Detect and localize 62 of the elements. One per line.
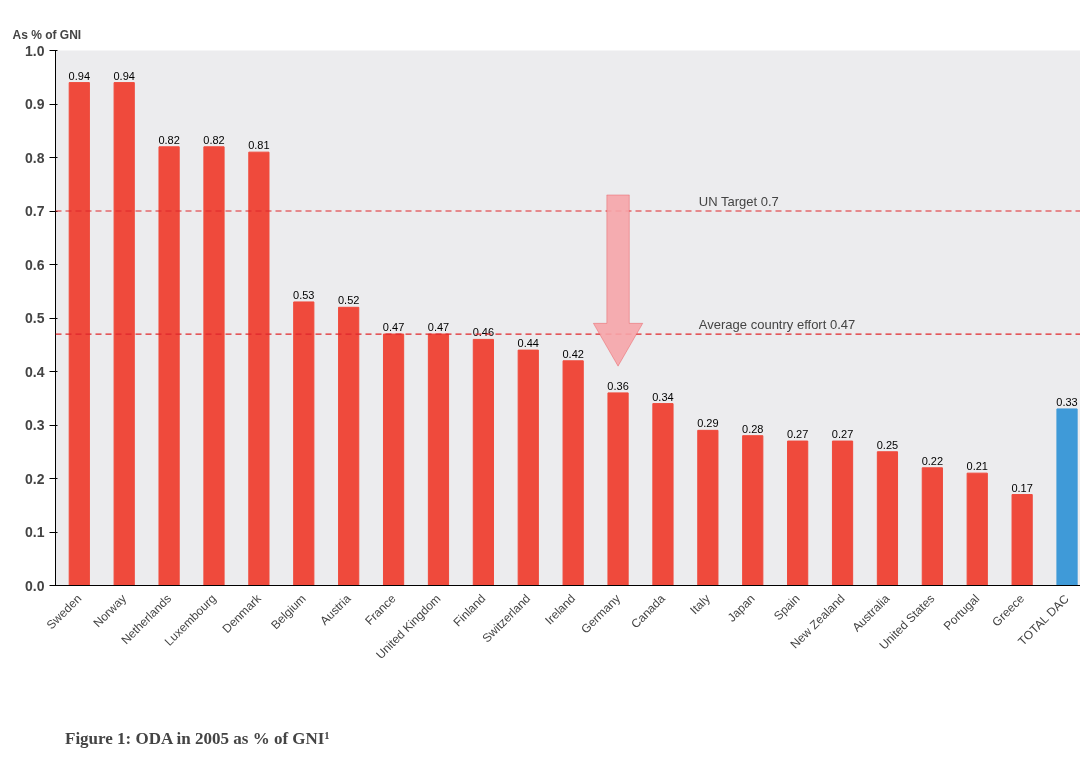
bar: [113, 82, 135, 586]
data-label: 0.34: [652, 390, 674, 403]
data-label: 0.81: [248, 139, 270, 152]
y-tick-label: 0.8: [25, 149, 45, 166]
data-label: 0.94: [113, 69, 135, 82]
bar: [472, 338, 494, 586]
bar: [293, 301, 315, 586]
data-label: 0.52: [337, 294, 360, 307]
y-tick-label: 0.2: [25, 470, 45, 487]
data-label: 0.28: [742, 422, 764, 435]
bar: [697, 429, 719, 586]
y-tick-label: 1.0: [25, 42, 45, 59]
y-tick-label: 0.3: [25, 417, 45, 433]
data-label: 0.36: [607, 379, 629, 392]
data-label: 0.42: [562, 347, 584, 360]
data-label: 0.21: [966, 460, 988, 473]
data-label: 0.44: [517, 337, 539, 350]
bar: [831, 440, 854, 586]
data-label: 0.27: [786, 428, 809, 441]
bar: [921, 467, 943, 586]
caption: Figure 1: ODA in 2005 as % of GNI¹: [64, 728, 330, 748]
bar: [607, 392, 629, 586]
data-label: 0.46: [472, 326, 495, 339]
data-label: 0.17: [1011, 481, 1033, 494]
data-label: 0.29: [697, 417, 719, 430]
y-tick-label: 0.4: [25, 363, 45, 380]
data-label: 0.82: [203, 133, 225, 146]
bar: [158, 146, 180, 586]
data-label: 0.94: [68, 69, 91, 82]
data-label: 0.25: [876, 438, 899, 451]
data-label: 0.47: [427, 321, 450, 334]
data-label: 0.53: [293, 288, 315, 301]
y-axis-title: As % of GNI: [12, 27, 82, 42]
data-label: 0.33: [1056, 395, 1078, 408]
bar: [787, 440, 809, 586]
ref-line-label: UN Target 0.7: [698, 194, 779, 209]
bar: [248, 151, 270, 586]
y-tick-label: 0.6: [25, 256, 45, 273]
y-tick-label: 0.0: [25, 577, 45, 594]
data-label: 0.47: [382, 321, 405, 334]
bar: [68, 82, 90, 586]
data-label: 0.27: [831, 428, 854, 441]
bar: [517, 349, 539, 586]
bar: [876, 451, 899, 586]
bar: [382, 333, 405, 586]
bar: [966, 472, 988, 586]
ref-line-label: Average country effort 0.47: [698, 317, 856, 333]
bar: [742, 435, 764, 586]
y-tick-label: 0.7: [25, 203, 45, 219]
bar: [338, 306, 360, 586]
bar: [427, 333, 450, 586]
x-tick-label: Italy: [687, 591, 713, 618]
bar: [1056, 408, 1078, 586]
bar: [1011, 494, 1033, 586]
data-label: 0.22: [921, 454, 944, 467]
y-tick-label: 0.1: [25, 524, 45, 540]
bar: [562, 360, 584, 586]
bar: [652, 403, 674, 586]
bar: [203, 146, 225, 586]
y-tick-label: 0.5: [25, 310, 45, 326]
y-tick-label: 0.9: [25, 96, 45, 112]
data-label: 0.82: [158, 133, 180, 146]
